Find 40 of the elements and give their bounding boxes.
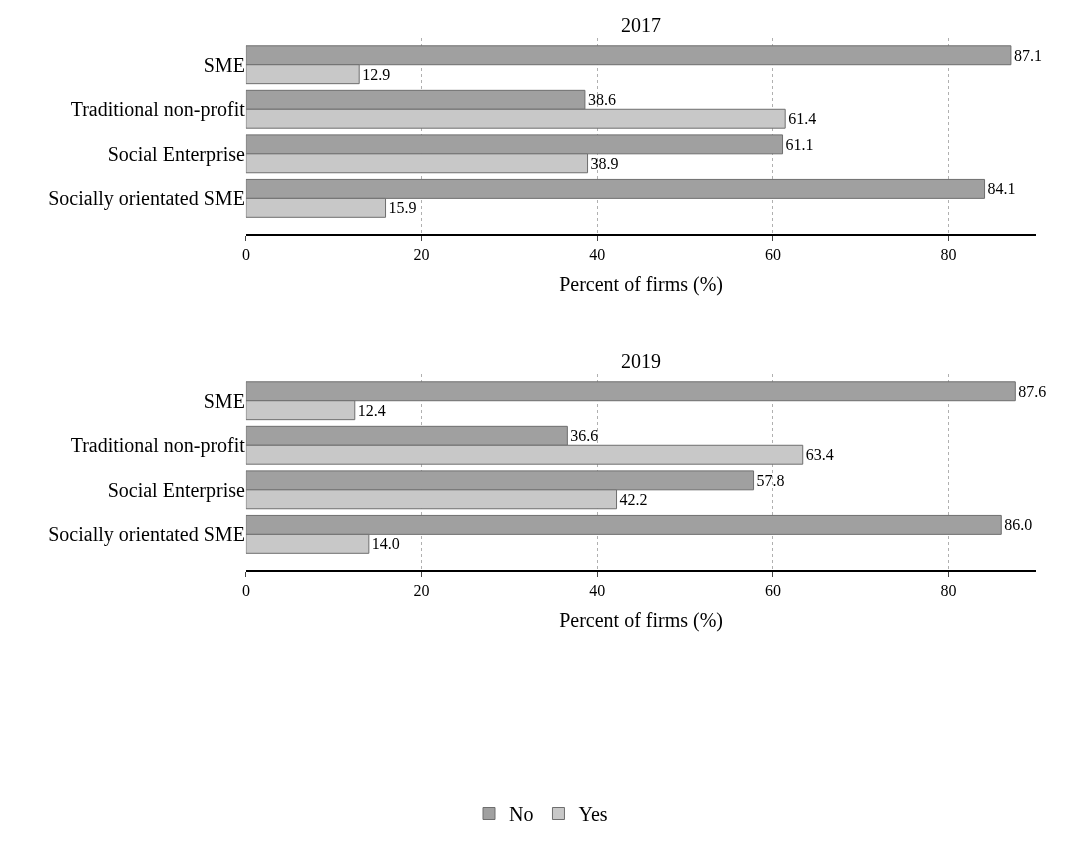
x-tick-label: 80 [940,245,957,263]
x-tick-label: 40 [589,581,606,599]
y-tick-label: Social Enterprise [107,478,245,502]
y-tick-label: Socially orientated SME [48,523,245,547]
x-axis-title: Percent of firms (%) [559,608,724,632]
x-tick-label: 0 [241,581,250,599]
x-tick-label: 60 [764,581,781,599]
data-label: 14.0 [371,535,400,553]
data-label: 12.9 [362,65,391,83]
x-tick-label: 0 [241,245,250,263]
y-tick-label: SME [203,389,245,412]
legend-label: No [509,803,534,826]
x-tick-label: 20 [413,581,430,599]
y-tick-label: Traditional non-profit [70,434,246,458]
data-label: 12.4 [357,401,386,419]
data-label: 36.6 [570,427,599,445]
x-tick-label: 60 [764,245,781,263]
x-tick-label: 40 [589,245,606,263]
y-tick-label: SME [203,53,245,76]
data-label: 63.4 [805,446,834,464]
data-label: 87.6 [1018,382,1047,400]
x-axis-title: Percent of firms (%) [559,272,724,296]
data-label: 15.9 [388,199,417,217]
data-label: 61.1 [785,135,814,153]
x-tick-label: 20 [413,245,430,263]
x-tick-label: 80 [940,581,957,599]
data-label: 38.9 [590,154,619,172]
y-tick-label: Socially orientated SME [48,187,245,211]
y-tick-label: Traditional non-profit [70,98,246,122]
data-label: 87.1 [1013,46,1042,64]
data-label: 61.4 [788,110,817,128]
data-label: 84.1 [987,180,1016,198]
legend-label: Yes [578,803,608,826]
chart-title: 2017 [621,14,661,36]
data-label: 42.2 [619,490,648,508]
data-label: 57.8 [756,471,785,489]
data-label: 38.6 [587,91,616,109]
chart-title: 2019 [621,350,661,372]
y-tick-label: Social Enterprise [107,142,245,166]
data-label: 86.0 [1004,516,1033,534]
